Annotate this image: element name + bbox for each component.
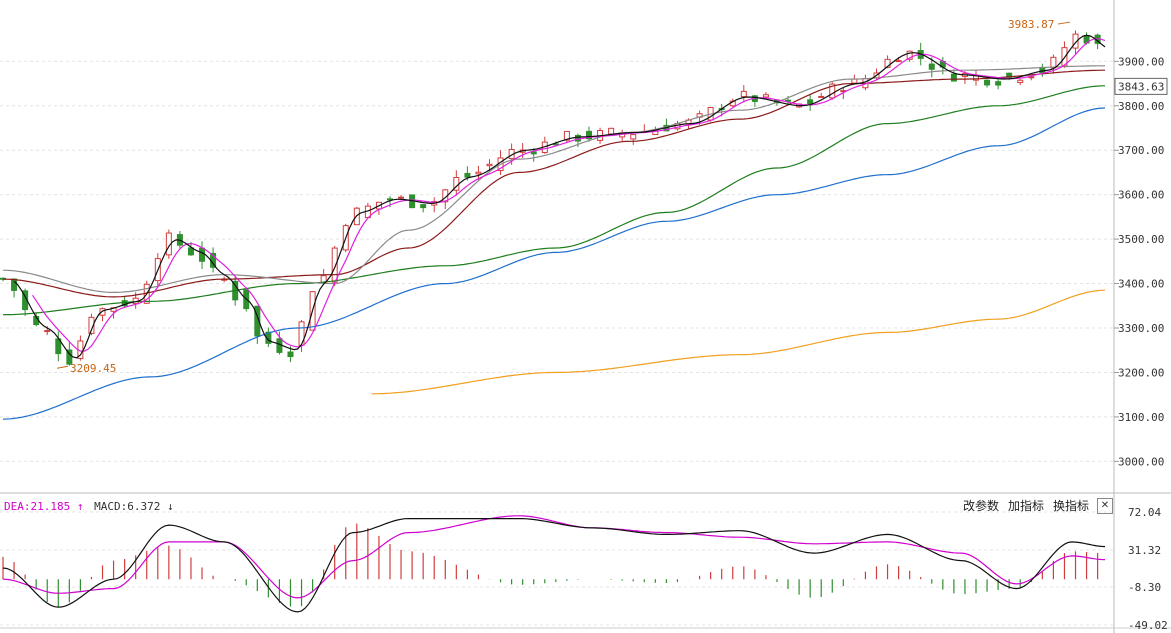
candle-body [254,305,261,337]
y-tick-label: 3700.00 [1118,144,1164,157]
candle-body [785,99,792,102]
candle-body [44,330,51,333]
candle-body [199,247,206,262]
y-tick-label: 3200.00 [1118,366,1164,379]
candle-body [464,172,471,178]
y-tick-label: 3600.00 [1118,189,1164,202]
y-tick-label: 3900.00 [1118,55,1164,68]
y-tick-label: 3500.00 [1118,233,1164,246]
candle-body [486,163,493,167]
candle-body [1072,33,1079,49]
candle-body [398,196,405,199]
ma250-line [371,289,1106,395]
candle-body [630,134,637,140]
last-price-box [1114,77,1168,95]
macd-label: MACD:6.372 [94,500,161,513]
ma5-line [13,34,1106,359]
ma30-line [2,69,1105,298]
candle-body [984,79,991,86]
candle-body [187,247,194,256]
low-label: 3209.45 [70,362,116,375]
dea-line [2,515,1106,599]
dea-label: DEA:21.185 [4,500,71,513]
macd-tick-label: -49.02 [1128,619,1168,632]
y-tick-label: 3400.00 [1118,278,1164,291]
close-icon[interactable]: ✕ [1097,498,1113,514]
candle-body [99,308,106,316]
y-tick-label: 3300.00 [1118,322,1164,335]
candle-body [762,94,769,98]
candle-body [740,90,747,98]
switch-indicator-button[interactable]: 换指标 [1053,499,1090,513]
candle-body [884,58,891,68]
high-pointer [1057,21,1071,25]
macd-arrow: ↓ [166,500,174,513]
candle-body [1050,56,1057,69]
candle-body [829,83,836,99]
candle-body [818,95,825,98]
last-price-label: 3843.63 [1118,80,1164,93]
candle-body [928,63,935,70]
candle-body [895,60,902,63]
add-indicator-button[interactable]: 加指标 [1008,499,1045,513]
candle-body [386,198,393,201]
candle-body [475,171,482,175]
candle-body [331,247,338,283]
candle-body [608,127,615,135]
candle-body [1017,79,1024,83]
macd-tick-label: 31.32 [1128,544,1161,557]
macd-legend: DEA:21.185 ↑ MACD:6.372 ↓ [4,500,174,513]
candle-body [1028,76,1035,79]
ma20-line [2,65,1105,293]
low-pointer [56,365,69,369]
dif-line [2,517,1106,613]
macd-tick-label: 72.04 [1128,506,1161,519]
ma60-line [2,85,1105,316]
ma120-line [2,107,1106,420]
candle-body [11,278,18,291]
candle-body [950,73,957,82]
candle-body [66,349,73,365]
candle-body [586,130,593,140]
candle-body [420,204,427,209]
candle-body [88,316,95,334]
candle-body [530,151,537,155]
candle-body [563,130,570,141]
macd-histogram [2,523,1099,608]
candle-body [906,50,913,60]
candle-body [807,99,814,105]
change-params-button[interactable]: 改参数 [963,499,1000,513]
macd-tick-label: -8.30 [1128,581,1161,594]
y-tick-label: 3800.00 [1118,100,1164,113]
candle-body [287,351,294,358]
candlesticks [0,30,1101,366]
high-label: 3983.87 [1008,18,1054,31]
candle-body [995,81,1002,86]
y-tick-label: 3100.00 [1118,411,1164,424]
dea-arrow: ↑ [76,500,84,513]
y-tick-label: 3000.00 [1118,455,1164,468]
ma10-line [32,38,1106,352]
